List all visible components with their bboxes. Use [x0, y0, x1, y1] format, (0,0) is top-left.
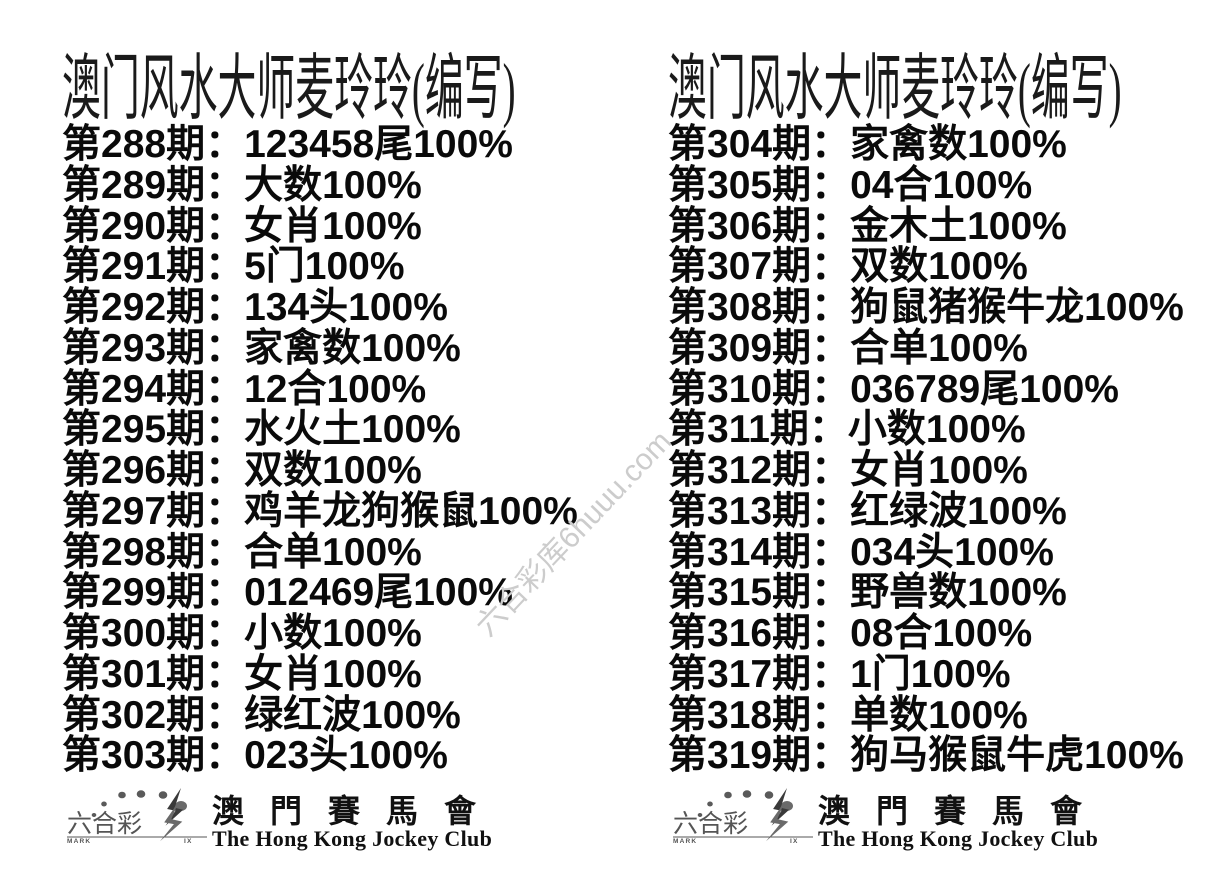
svg-text:MARK: MARK — [673, 838, 697, 844]
svg-text:六合彩: 六合彩 — [673, 810, 748, 838]
svg-text:MARK: MARK — [67, 838, 91, 844]
svg-text:IX: IX — [790, 838, 799, 844]
svg-text:IX: IX — [184, 838, 193, 844]
svg-text:六合彩: 六合彩 — [67, 810, 142, 838]
